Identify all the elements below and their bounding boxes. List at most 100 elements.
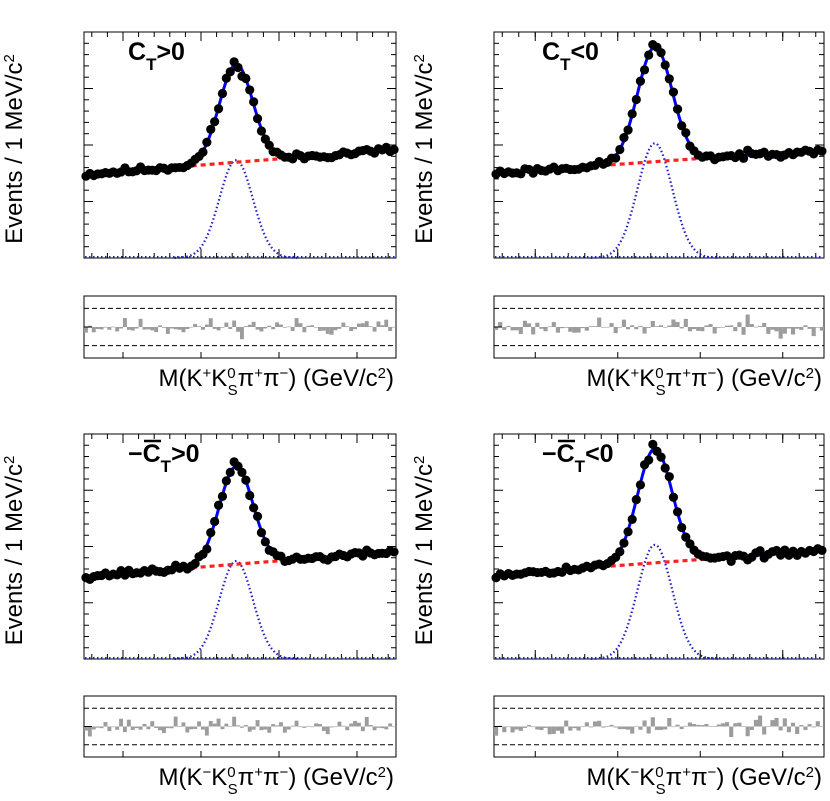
pull-bar [795,726,800,735]
pull-bar [204,324,209,327]
pull-bar [584,722,589,727]
pull-bar [263,327,268,329]
pull-bar [353,327,357,330]
pull-bar [778,726,783,731]
pull-bar [310,325,315,327]
signal-curve [590,543,719,660]
pull-bar [737,322,742,327]
pull-bar [158,325,162,327]
data-point [225,467,235,477]
pull-bar [803,726,808,730]
pull-bar [770,327,775,330]
pull-bar [318,327,322,331]
pull-bar [543,726,548,728]
pull-bar [749,324,754,327]
pull-bar [704,325,709,327]
pull-bar [638,726,643,730]
pull-bar [642,327,647,334]
data-point [635,480,646,490]
chart-panel-2: Events / 1 MeV/c2 CT<0 M(K+K0 Sπ+π−) (GeV/c… [411,31,827,399]
pull-bar [95,327,100,330]
pull-bar [142,327,147,330]
pull-bar [786,327,791,329]
pull-bar [345,326,350,327]
pull-bar [267,325,272,327]
pull-bar [271,327,276,330]
pull-bar [782,327,787,334]
pull-bar [708,726,713,727]
pull-bar [547,726,552,735]
pull-bar [782,718,787,727]
pull-bar [745,314,750,327]
pull-bar [518,726,523,731]
pull-bar [368,326,373,327]
pull-bar [531,726,536,728]
pull-bar [506,325,511,327]
pull-bar [696,724,701,727]
pull-bar [774,327,779,332]
data-point [615,144,625,155]
pull-bar [290,327,295,331]
pull-bar [584,327,589,331]
pull-bar [601,327,606,328]
pull-bar [494,327,499,330]
pull-bar [208,318,213,327]
data-point [233,62,243,73]
data-point [660,60,670,70]
pull-bar [551,726,556,734]
pull-bar [286,326,291,328]
pull-bar [605,726,610,727]
pull-bar [201,327,205,330]
pull-bar [380,325,385,327]
data-point [245,490,255,501]
panel-label: −CT>0 [128,440,200,476]
y-axis-title: Events / 1 MeV/c2 [411,54,439,244]
data-point [623,125,633,135]
pull-bar [333,327,338,331]
data-point [677,522,687,533]
data-point [672,507,683,517]
pull-bar [683,318,688,327]
pull-bar [654,726,659,730]
pull-bar [762,322,767,327]
pull-bar [741,726,746,727]
pull-bar [621,319,626,327]
pull-bar [737,722,742,727]
pull-bar [564,720,569,727]
pull-bar [811,726,816,728]
pull-bar [745,726,750,737]
data-point [241,475,251,485]
pull-bar [568,327,573,332]
pull-bar [692,724,697,727]
pull-bar [551,322,556,327]
data-point [672,104,683,114]
chart-panel-4: Events / 1 MeV/c2 −CT<0 M(K−K0 Sπ+π−) (GeV/… [411,433,827,798]
pull-bar [177,726,182,727]
pull-bar [716,724,721,727]
pull-bar [212,327,217,329]
pull-bar [185,726,190,733]
pull-bar [819,327,824,331]
pull-bar [494,726,499,736]
pull-bar [107,726,112,732]
pull-bar [766,726,771,727]
data-point [644,455,654,465]
pull-bar [588,726,593,728]
pull-bar [341,725,346,727]
pull-bar [696,327,701,331]
pull-bar [201,726,205,730]
pull-bar [795,327,800,329]
pull-bar [372,726,377,731]
pull-bar [134,327,139,329]
data-point [656,452,666,462]
pull-bar [729,325,734,327]
pull-bar [282,726,287,733]
data-point [619,538,629,548]
pull-bar [679,726,684,730]
pull-bar [518,327,523,335]
pull-bar [725,722,730,727]
pull-bar [510,726,515,733]
pull-bar [380,726,385,729]
pull-bar [646,726,651,734]
pull-bar [212,723,217,727]
